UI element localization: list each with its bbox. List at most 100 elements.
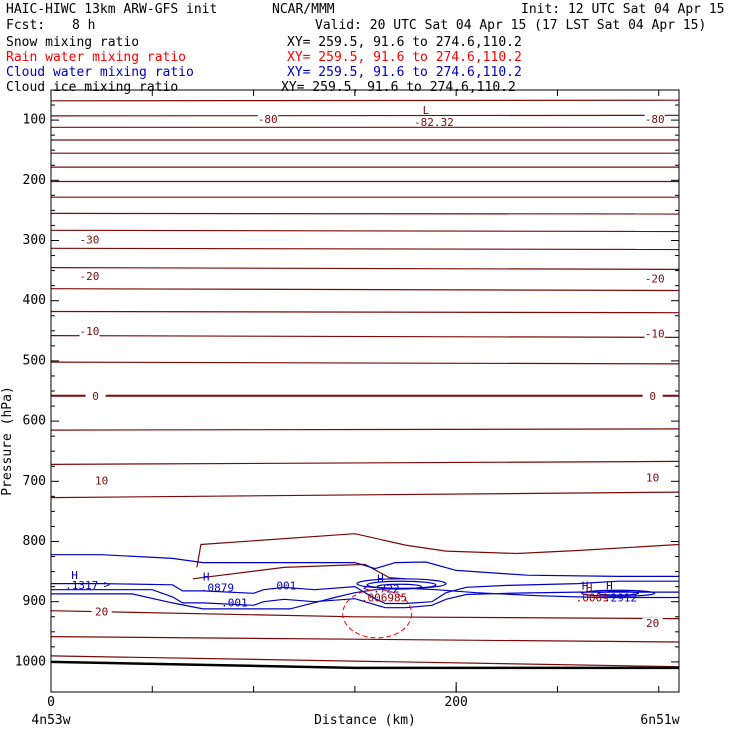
isotherm-label: -10 (80, 325, 100, 338)
isotherm-label-bg (642, 472, 663, 485)
cloud-water-contour (51, 580, 679, 605)
isotherm-label: 0 (649, 390, 656, 403)
isotherm-label-bg (79, 271, 100, 284)
cloud-water-label: .1317 (65, 579, 98, 592)
cloud-water-label: .0879 (201, 581, 234, 594)
plot-frame (50, 89, 680, 693)
isotherm-label-bg (85, 391, 106, 404)
y-tick-label: 1000 (15, 654, 46, 669)
isotherm-label-bg (642, 391, 663, 404)
isotherm-line (50, 267, 680, 270)
x-axis-right-end: 6n51w (640, 713, 679, 728)
legend-cloud-water-xy: XY= 259.5, 91.6 to 274.6,110.2 (287, 65, 522, 80)
cloud-water-high-symbol: H (582, 580, 589, 593)
isotherm-line (50, 247, 680, 251)
cloud-water-contour (51, 554, 679, 577)
rain-high-symbol: H (586, 581, 593, 594)
isotherm-label-bg (79, 326, 100, 339)
cloud-water-high-symbol: H (377, 572, 384, 585)
rain-label: .006985 (361, 592, 407, 605)
isotherm-label: 20 (95, 606, 108, 619)
isotherm-label: 10 (646, 471, 659, 484)
warm-layer-contour (196, 533, 680, 568)
x-axis-left-end: 4n53w (31, 713, 70, 728)
isotherm-label: 0 (92, 390, 99, 403)
isotherm-label-bg (644, 328, 665, 341)
cloud-water-label: .2912 (604, 592, 637, 605)
isotherm-label-bg (91, 475, 112, 488)
warm-layer-inner-contour (192, 563, 406, 580)
y-tick-label: 500 (23, 353, 46, 368)
isotherm-label-bg (257, 114, 278, 127)
isotherm-line (50, 610, 680, 620)
low-value-label: -82.32 (414, 116, 454, 129)
cloud-water-label: > (104, 578, 111, 591)
model-title: HAIC-HIWC 13km ARW-GFS init (6, 2, 217, 17)
isotherm-line (50, 229, 680, 233)
rain-label: .0009 (576, 592, 609, 605)
forecast-label: Fcst: (6, 18, 45, 33)
cloud-core-contour (597, 590, 640, 596)
organization-label: NCAR/MMM (272, 2, 335, 17)
isotherm-line (50, 335, 680, 338)
low-symbol: L (423, 104, 430, 117)
cloud-core-contour (376, 583, 423, 590)
isotherm-label: 10 (95, 474, 108, 487)
y-tick-label: 100 (23, 113, 46, 128)
y-tick-label: 600 (23, 414, 46, 429)
x-tick-label: 0 (47, 695, 55, 710)
cloud-water-contour (51, 587, 679, 610)
cloud-water-high-symbol: H (606, 580, 613, 593)
cloud-water-label: .001 (270, 580, 297, 593)
isotherm-line (50, 636, 680, 643)
isotherm-label: -10 (645, 327, 665, 340)
init-time: Init: 12 UTC Sat 04 Apr 15 (521, 2, 725, 17)
legend-snow-xy: XY= 259.5, 91.6 to 274.6,110.2 (287, 35, 522, 50)
isotherm-label-bg (644, 114, 665, 127)
legend-snow-name: Snow mixing ratio (6, 35, 139, 50)
cloud-water-high-symbol: H (203, 571, 210, 584)
y-axis-label: Pressure (hPa) (0, 386, 15, 496)
isotherm-label-bg (644, 273, 665, 286)
cloud-water-label: < (363, 581, 370, 594)
x-axis-label: Distance (km) (314, 713, 416, 728)
legend-rain-xy: XY= 259.5, 91.6 to 274.6,110.2 (287, 50, 522, 65)
isotherm-line (50, 428, 680, 431)
valid-time: Valid: 20 UTC Sat 04 Apr 15 (17 LST Sat … (315, 18, 706, 33)
isotherm-label-bg (79, 234, 100, 247)
isotherm-line (50, 288, 680, 292)
isotherm-label-bg (642, 617, 663, 630)
y-tick-label: 800 (23, 534, 46, 549)
isotherm-line (50, 212, 680, 215)
forecast-hour: 8 h (72, 18, 95, 33)
y-tick-label: 200 (23, 173, 46, 188)
isotherm-line (50, 114, 680, 117)
ground-surface-line (50, 660, 679, 670)
y-tick-label: 400 (23, 293, 46, 308)
y-tick-label: 700 (23, 474, 46, 489)
legend-rain-name: Rain water mixing ratio (6, 50, 186, 65)
isotherm-line (50, 460, 680, 465)
isotherm-label: -80 (258, 113, 278, 126)
rain-contour (342, 589, 413, 639)
legend-cloud-water-name: Cloud water mixing ratio (6, 65, 194, 80)
cloud-water-high-symbol: H (71, 569, 78, 582)
legend-cloud-ice-name: Cloud ice mixing ratio (6, 80, 178, 95)
cloud-core-contour (581, 589, 656, 597)
isotherm-label-bg (91, 606, 112, 619)
isotherm-line (50, 655, 680, 668)
isotherm-label: 20 (646, 617, 659, 630)
x-tick-label: 200 (444, 695, 467, 710)
legend-cloud-ice-xy: XY= 259.5, 91.6 to 274.6,110.2 (281, 80, 516, 95)
isotherm-label: -80 (645, 113, 665, 126)
y-tick-label: 300 (23, 233, 46, 248)
isotherm-label: -20 (645, 273, 665, 286)
isotherm-line (50, 99, 680, 102)
isotherm-line (50, 491, 680, 499)
isotherm-label: -20 (80, 270, 100, 283)
isotherm-label: -30 (80, 234, 100, 247)
cloud-water-label: .001 (221, 597, 248, 610)
y-tick-label: 900 (23, 594, 46, 609)
